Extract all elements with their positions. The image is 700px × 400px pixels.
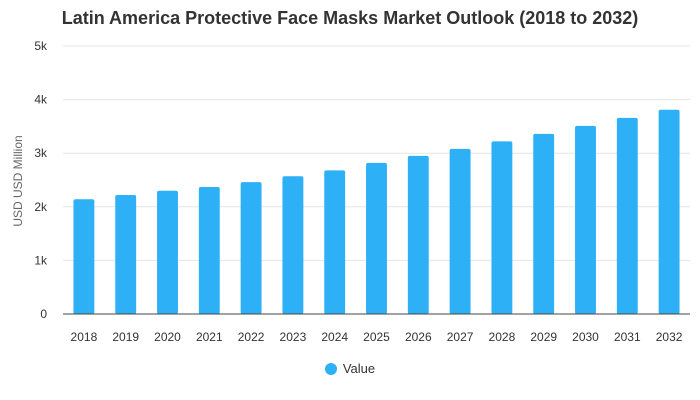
y-tick-label: 0 [40, 307, 47, 321]
bar [575, 125, 596, 314]
x-tick-label: 2024 [321, 330, 348, 344]
x-tick-label: 2031 [614, 330, 641, 344]
bar [449, 148, 471, 314]
y-tick-label: 5k [34, 39, 48, 53]
x-tick-label: 2026 [405, 330, 432, 344]
legend: Value [0, 361, 700, 376]
legend-label: Value [342, 361, 376, 376]
bar [407, 155, 429, 314]
y-axis-title: USD USD Million [11, 135, 25, 226]
bar [658, 109, 680, 314]
bar [282, 176, 304, 314]
bars [73, 109, 680, 314]
x-tick-label: 2019 [112, 330, 139, 344]
bar [324, 170, 346, 314]
axes: 0 1k 2k 3k 4k 5k 2018 2019 2020 2021 2022 2023 2024 2… [34, 39, 690, 344]
bar [73, 199, 95, 314]
x-tick-label: 2025 [363, 330, 390, 344]
x-tick-label: 2021 [196, 330, 223, 344]
x-tick-label: 2030 [572, 330, 599, 344]
bar [157, 190, 178, 314]
bar [491, 141, 513, 314]
bar [198, 186, 220, 314]
bar [115, 195, 137, 314]
y-tick-label: 2k [34, 200, 48, 214]
chart-title: Latin America Protective Face Masks Mark… [61, 8, 639, 28]
x-tick-label: 2027 [447, 330, 474, 344]
y-tick-label: 3k [34, 146, 48, 160]
y-tick-label: 1k [34, 253, 48, 267]
x-tick-label: 2018 [71, 330, 98, 344]
legend-marker [324, 362, 337, 375]
x-tick-label: 2020 [154, 330, 181, 344]
y-tick-label: 4k [34, 93, 48, 107]
x-tick-label: 2028 [489, 330, 516, 344]
bar [533, 133, 555, 314]
x-tick-label: 2023 [280, 330, 307, 344]
x-tick-label: 2022 [238, 330, 265, 344]
x-tick-label: 2029 [530, 330, 557, 344]
bar [616, 117, 638, 314]
bar [240, 182, 262, 314]
bar [366, 162, 387, 314]
x-tick-label: 2032 [656, 330, 683, 344]
